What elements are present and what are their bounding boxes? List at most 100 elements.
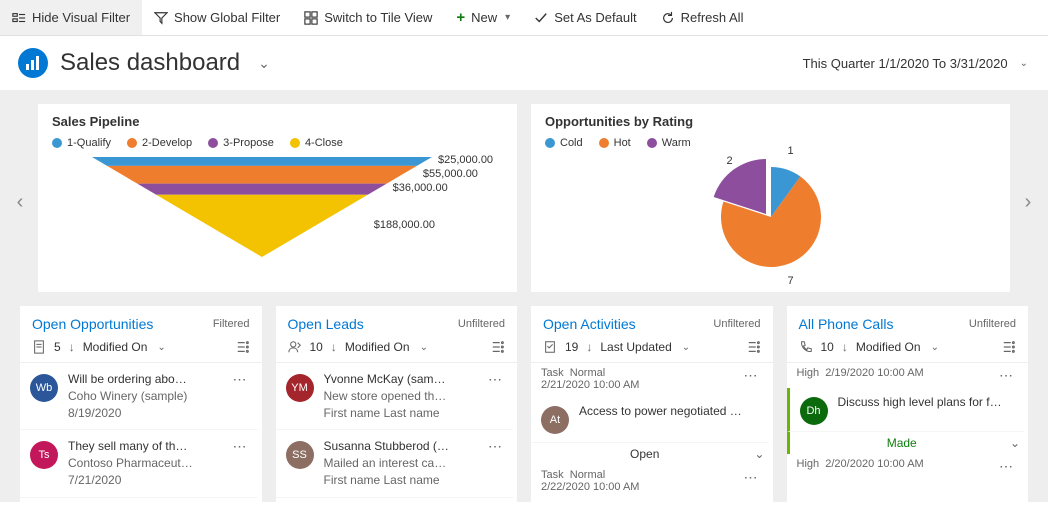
call-item[interactable]: DhDiscuss high level plans for f… <box>787 388 1025 432</box>
open-leads-card: Open Leads Unfiltered 10 ↓ Modified On ⌄… <box>276 306 518 502</box>
funnel-value-label: $188,000.00 <box>374 219 435 231</box>
legend-label: 1-Qualify <box>67 137 111 149</box>
command-bar: Hide Visual Filter Show Global Filter Sw… <box>0 0 1048 36</box>
list-title[interactable]: All Phone Calls <box>799 316 894 332</box>
pie-chart[interactable]: 172 <box>545 157 996 282</box>
activity-header: Task Normal2/21/2020 10:00 AM⋯ <box>531 363 769 395</box>
more-icon[interactable]: ⋯ <box>233 371 248 388</box>
check-icon <box>534 11 548 25</box>
list-title[interactable]: Open Activities <box>543 316 636 332</box>
funnel-chart[interactable]: $25,000.00$55,000.00$36,000.00$188,000.0… <box>52 157 503 277</box>
legend-swatch <box>208 138 218 148</box>
chart-legend: Cold Hot Warm <box>545 137 996 149</box>
sort-down-icon[interactable]: ↓ <box>331 340 337 354</box>
activity-item[interactable]: AtAccess to power negotiated … <box>531 395 769 443</box>
item-subtitle: Contoso Pharmaceut… <box>68 455 223 472</box>
list-settings-icon[interactable] <box>491 340 505 354</box>
date-range-selector[interactable]: This Quarter 1/1/2020 To 3/31/2020 ⌄ <box>803 56 1028 71</box>
avatar: SS <box>286 441 314 469</box>
chevron-down-icon[interactable]: ⌄ <box>420 342 428 353</box>
set-default-button[interactable]: Set As Default <box>522 0 648 35</box>
item-meta: 7/21/2020 <box>68 472 223 489</box>
funnel-value-label: $25,000.00 <box>438 154 493 166</box>
list-item[interactable]: Ts They sell many of th…Contoso Pharmaceu… <box>20 430 258 497</box>
legend-swatch <box>599 138 609 148</box>
list-item[interactable]: Very likely will order …⋯ <box>20 498 258 502</box>
chevron-down-icon[interactable]: ⌄ <box>682 342 690 353</box>
sort-field[interactable]: Last Updated <box>600 340 671 354</box>
item-meta: 8/19/2020 <box>68 405 223 422</box>
more-icon[interactable]: ⋯ <box>744 469 759 493</box>
legend-item[interactable]: 2-Develop <box>127 137 192 149</box>
show-global-filter-button[interactable]: Show Global Filter <box>142 0 292 35</box>
list-item[interactable]: SS Susanna Stubberod (…Mailed an interest… <box>276 430 514 497</box>
filter-status: Unfiltered <box>969 318 1016 330</box>
list-settings-icon[interactable] <box>236 340 250 354</box>
chevron-down-icon[interactable]: ⌄ <box>931 342 939 353</box>
sort-field[interactable]: Modified On <box>345 340 410 354</box>
sort-down-icon[interactable]: ↓ <box>69 340 75 354</box>
call-header: High 2/19/2020 10:00 AM⋯ <box>787 363 1025 388</box>
more-icon[interactable]: ⋯ <box>999 367 1014 384</box>
new-button[interactable]: + New ▾ <box>444 0 522 35</box>
call-status[interactable]: Made⌄ <box>787 432 1025 454</box>
toolbar-label: Show Global Filter <box>174 10 280 25</box>
switch-tile-view-button[interactable]: Switch to Tile View <box>292 0 444 35</box>
sort-down-icon[interactable]: ↓ <box>586 340 592 354</box>
list-item[interactable]: WbWill be ordering abo…Coho Winery (samp… <box>20 363 258 430</box>
legend-label: Warm <box>662 137 691 149</box>
list-settings-icon[interactable] <box>747 340 761 354</box>
chevron-down-icon[interactable]: ⌄ <box>157 342 165 353</box>
legend-item[interactable]: 3-Propose <box>208 137 274 149</box>
record-count: 10 <box>310 340 323 354</box>
item-title: Yvonne McKay (sam… <box>324 371 479 388</box>
more-icon[interactable]: ⋯ <box>488 371 503 388</box>
item-subtitle: New store opened th… <box>324 388 479 405</box>
legend-label: 2-Develop <box>142 137 192 149</box>
item-title: They sell many of th… <box>68 438 223 455</box>
scroll-left-button[interactable]: ‹ <box>8 190 32 214</box>
chart-legend: 1-Qualify 2-Develop 3-Propose 4-Close <box>52 137 503 149</box>
more-icon[interactable]: ⋯ <box>744 367 759 391</box>
open-opportunities-card: Open Opportunities Filtered 5 ↓ Modified… <box>20 306 262 502</box>
legend-item[interactable]: 4-Close <box>290 137 343 149</box>
more-icon[interactable]: ⋯ <box>233 438 248 455</box>
legend-swatch <box>290 138 300 148</box>
list-settings-icon[interactable] <box>1002 340 1016 354</box>
record-count: 10 <box>821 340 834 354</box>
list-item[interactable]: Nancy Anderson (sa…⋯ <box>276 498 514 502</box>
item-subtitle: Mailed an interest ca… <box>324 455 479 472</box>
filter-status: Unfiltered <box>713 318 760 330</box>
hide-visual-filter-button[interactable]: Hide Visual Filter <box>0 0 142 35</box>
refresh-all-button[interactable]: Refresh All <box>649 0 756 35</box>
list-title[interactable]: Open Leads <box>288 316 364 332</box>
legend-label: 4-Close <box>305 137 343 149</box>
title-dropdown[interactable]: ⌄ <box>258 55 270 72</box>
sort-field[interactable]: Modified On <box>83 340 148 354</box>
legend-item[interactable]: Warm <box>647 137 691 149</box>
record-count: 5 <box>54 340 61 354</box>
list-item[interactable]: YMYvonne McKay (sam…New store opened th…… <box>276 363 514 430</box>
page-title: Sales dashboard <box>60 49 240 77</box>
activity-status[interactable]: Open⌄ <box>531 443 769 465</box>
more-icon[interactable]: ⋯ <box>488 438 503 455</box>
avatar: Ts <box>30 441 58 469</box>
legend-item[interactable]: Hot <box>599 137 631 149</box>
legend-item[interactable]: 1-Qualify <box>52 137 111 149</box>
document-icon <box>32 340 46 354</box>
item-title: Susanna Stubberod (… <box>324 438 479 455</box>
item-meta: First name Last name <box>324 405 479 422</box>
list-body: YMYvonne McKay (sam…New store opened th…… <box>276 362 518 502</box>
refresh-icon <box>661 11 675 25</box>
list-title[interactable]: Open Opportunities <box>32 316 153 332</box>
toolbar-label: Refresh All <box>681 10 744 25</box>
more-icon[interactable]: ⋯ <box>999 458 1014 475</box>
sales-pipeline-card: Sales Pipeline 1-Qualify2-Develop3-Propo… <box>38 104 517 292</box>
scroll-right-button[interactable]: › <box>1016 190 1040 214</box>
plus-icon: + <box>456 9 465 26</box>
dashboard-icon <box>18 48 48 78</box>
legend-item[interactable]: Cold <box>545 137 583 149</box>
sort-down-icon[interactable]: ↓ <box>842 340 848 354</box>
toolbar-label: Switch to Tile View <box>324 10 432 25</box>
sort-field[interactable]: Modified On <box>856 340 921 354</box>
